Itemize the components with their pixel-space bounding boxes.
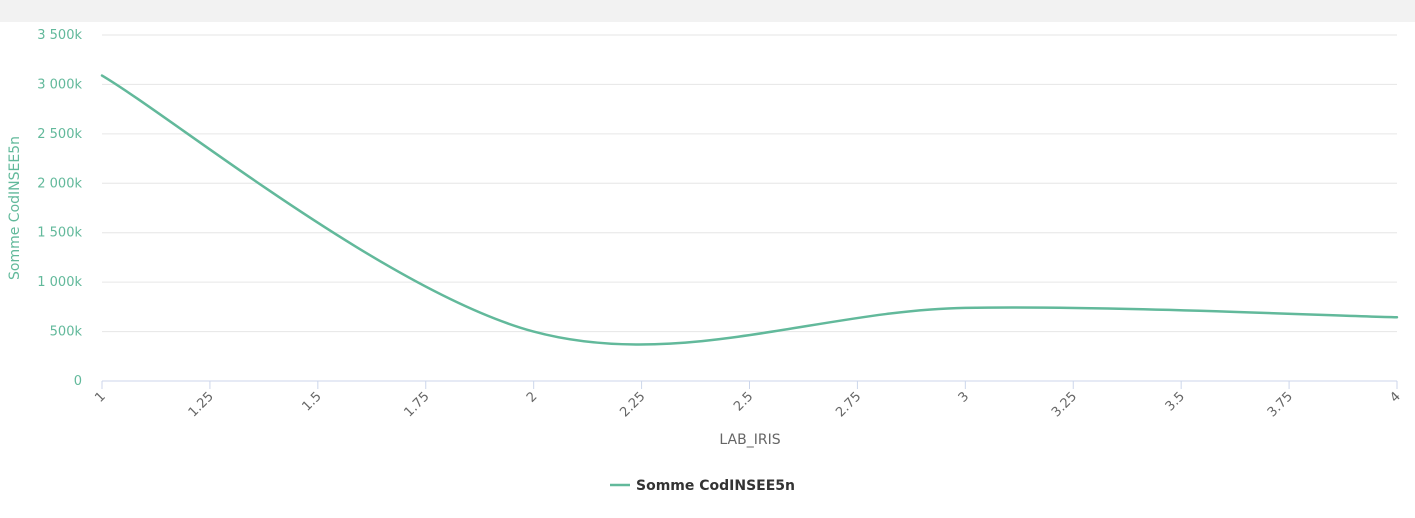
- x-tick-label: 3: [956, 389, 972, 405]
- x-axis-title: LAB_IRIS: [719, 432, 780, 448]
- x-tick-label: 2: [524, 389, 540, 405]
- y-tick-label: 3 500k: [37, 28, 82, 43]
- y-tick-label: 500k: [50, 325, 83, 340]
- series-line[interactable]: [100, 74, 1399, 346]
- y-tick-label: 0: [74, 374, 82, 389]
- legend-label: Somme CodINSEE5n: [636, 478, 795, 494]
- y-tick-label: 2 500k: [37, 127, 82, 142]
- grid-lines: [102, 34, 1397, 333]
- x-tick-label: 1.5: [299, 389, 324, 414]
- series-group[interactable]: [100, 74, 1399, 346]
- x-tick-label: 1.25: [186, 389, 217, 420]
- x-tick-label: 1.75: [401, 389, 432, 420]
- x-tick-label: 1: [92, 389, 108, 405]
- x-tick-label: 2.5: [731, 389, 756, 414]
- y-tick-label: 1 500k: [37, 226, 82, 241]
- x-tick-label: 3.25: [1049, 389, 1080, 420]
- y-tick-label: 2 000k: [37, 176, 82, 191]
- y-tick-label: 3 000k: [37, 77, 82, 92]
- x-tick-label: 2.75: [833, 389, 864, 420]
- x-tick-label: 3.75: [1265, 389, 1296, 420]
- legend[interactable]: Somme CodINSEE5n: [610, 478, 795, 494]
- x-tick-label: 3.5: [1163, 389, 1188, 414]
- y-axis-title: Somme CodINSEE5n: [7, 136, 23, 280]
- top-strip: [0, 0, 1415, 22]
- y-axis-ticks: 0 500k 1 000k 1 500k 2 000k 2 500k 3 000k 3 500…: [37, 28, 82, 389]
- x-tick-label: 2.25: [617, 389, 648, 420]
- y-tick-label: 1 000k: [37, 275, 82, 290]
- x-tick-label: 4: [1387, 389, 1403, 405]
- x-axis: 1 1.25 1.5 1.75 2 2.25 2.5 2.75 3 3.25 3.5 3.75 4: [92, 380, 1404, 420]
